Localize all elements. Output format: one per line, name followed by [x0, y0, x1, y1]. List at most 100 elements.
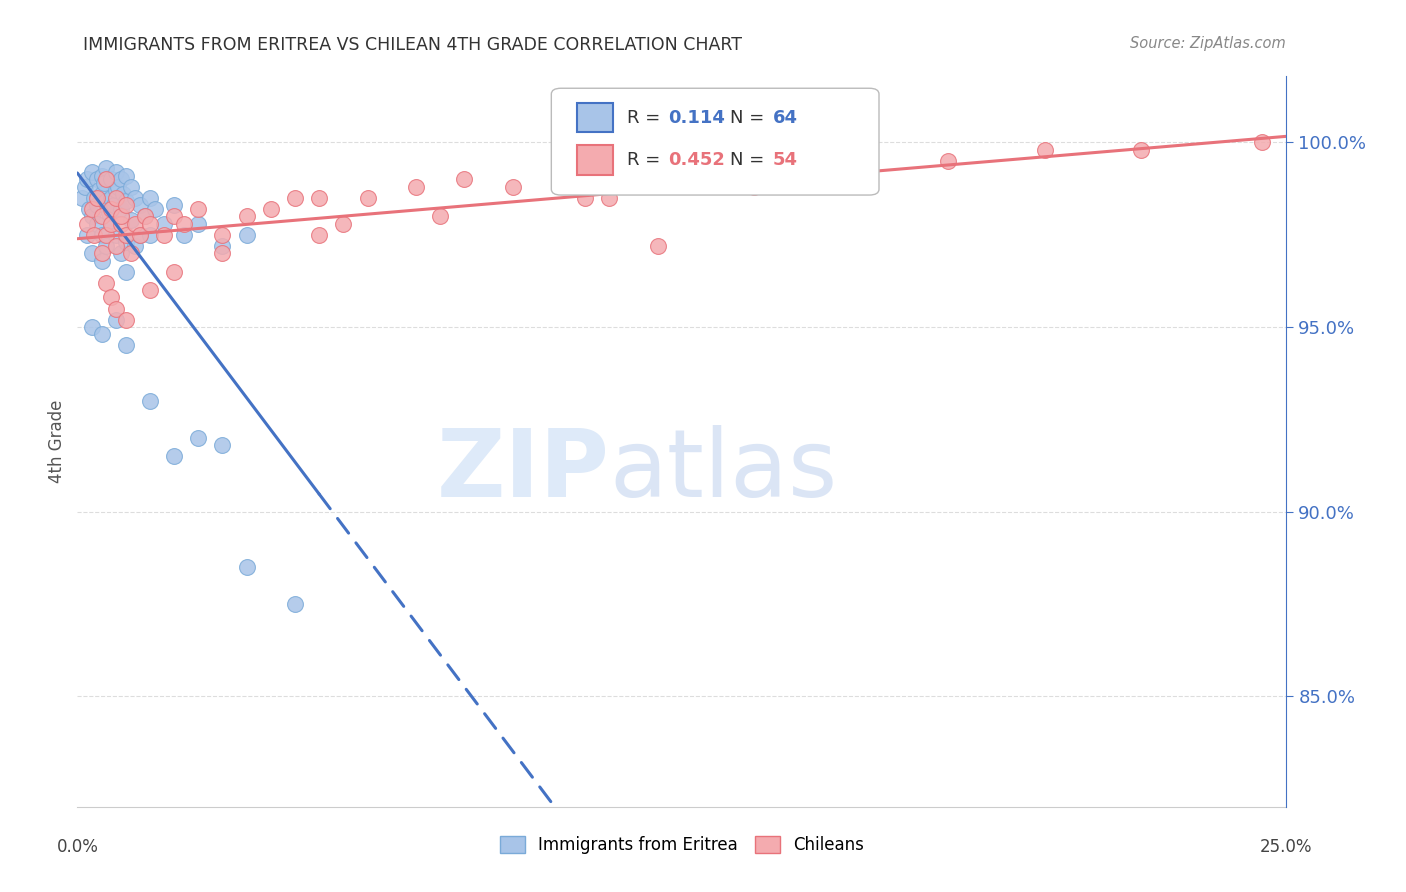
Point	[284, 191, 307, 205]
Point	[90, 187, 112, 202]
Point	[211, 227, 233, 242]
Point	[107, 179, 129, 194]
Text: N =: N =	[730, 109, 770, 127]
Point	[139, 393, 162, 408]
Point	[129, 227, 152, 242]
Point	[90, 169, 112, 183]
Point	[163, 198, 186, 212]
Point	[574, 191, 596, 205]
Point	[139, 227, 162, 242]
Point	[839, 165, 862, 179]
Point	[112, 187, 135, 202]
Point	[124, 239, 146, 253]
Point	[114, 227, 136, 242]
Point	[114, 194, 136, 209]
Point	[90, 327, 112, 342]
Point	[114, 169, 136, 183]
Point	[105, 239, 128, 253]
Point	[100, 202, 122, 216]
Point	[90, 246, 112, 260]
Point	[105, 227, 128, 242]
Point	[86, 191, 108, 205]
Point	[143, 202, 166, 216]
Point	[96, 172, 118, 186]
Point	[139, 283, 162, 297]
Point	[502, 179, 524, 194]
Point	[936, 153, 959, 168]
Point	[235, 560, 257, 574]
Point	[76, 172, 98, 186]
Point	[187, 431, 209, 445]
Point	[173, 227, 195, 242]
Point	[97, 205, 120, 219]
Point	[134, 209, 156, 223]
Point	[110, 209, 132, 223]
Point	[1130, 143, 1153, 157]
Point	[90, 227, 112, 242]
Point	[86, 172, 108, 186]
Text: 64: 64	[773, 109, 797, 127]
Point	[129, 198, 152, 212]
Point	[105, 183, 128, 197]
Point	[332, 217, 354, 231]
Point	[120, 213, 142, 227]
Point	[187, 217, 209, 231]
Point	[260, 202, 283, 216]
Text: IMMIGRANTS FROM ERITREA VS CHILEAN 4TH GRADE CORRELATION CHART: IMMIGRANTS FROM ERITREA VS CHILEAN 4TH G…	[83, 36, 742, 54]
Point	[103, 198, 125, 212]
Point	[139, 217, 162, 231]
Point	[90, 209, 112, 223]
Point	[187, 202, 209, 216]
Point	[110, 246, 132, 260]
Point	[93, 176, 115, 190]
Text: N =: N =	[730, 151, 770, 169]
Point	[100, 217, 122, 231]
Point	[114, 235, 136, 249]
Point	[153, 217, 176, 231]
Text: R =: R =	[627, 109, 666, 127]
Point	[173, 217, 195, 231]
Point	[114, 338, 136, 352]
Point	[96, 161, 118, 176]
Point	[114, 264, 136, 278]
Point	[124, 191, 146, 205]
Text: atlas: atlas	[609, 425, 838, 516]
Point	[163, 209, 186, 223]
Y-axis label: 4th Grade: 4th Grade	[48, 400, 66, 483]
Text: 0.114: 0.114	[669, 109, 725, 127]
Text: ZIP: ZIP	[436, 425, 609, 516]
Point	[100, 290, 122, 304]
Text: 54: 54	[773, 151, 797, 169]
Point	[356, 191, 378, 205]
Point	[153, 227, 176, 242]
Point	[96, 227, 118, 242]
Point	[80, 209, 103, 223]
Point	[86, 217, 108, 231]
Point	[90, 253, 112, 268]
FancyBboxPatch shape	[576, 103, 613, 132]
Point	[308, 227, 330, 242]
Point	[120, 179, 142, 194]
Point	[100, 172, 122, 186]
Point	[105, 191, 128, 205]
Point	[1033, 143, 1056, 157]
Point	[235, 227, 257, 242]
Text: R =: R =	[627, 151, 666, 169]
Point	[647, 239, 669, 253]
Point	[429, 209, 451, 223]
FancyBboxPatch shape	[551, 88, 879, 195]
Point	[76, 227, 98, 242]
Point	[100, 217, 122, 231]
Point	[80, 165, 103, 179]
Point	[129, 227, 152, 242]
Point	[83, 191, 105, 205]
Point	[110, 217, 132, 231]
Point	[114, 198, 136, 212]
Point	[114, 312, 136, 326]
Point	[453, 172, 475, 186]
Point	[163, 450, 186, 464]
Point	[100, 191, 122, 205]
Point	[134, 209, 156, 223]
Point	[96, 194, 118, 209]
Point	[80, 320, 103, 334]
